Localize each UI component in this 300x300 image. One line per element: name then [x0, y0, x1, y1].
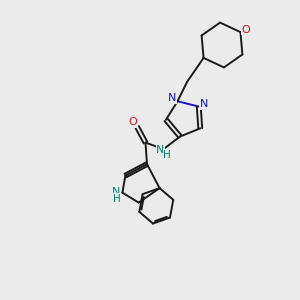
Text: O: O [242, 25, 250, 35]
Text: H: H [112, 194, 120, 204]
Text: N: N [168, 93, 177, 103]
Text: N: N [112, 187, 121, 197]
Text: O: O [128, 117, 137, 128]
Text: N: N [200, 99, 208, 110]
Text: H: H [163, 149, 171, 160]
Text: N: N [156, 145, 165, 155]
